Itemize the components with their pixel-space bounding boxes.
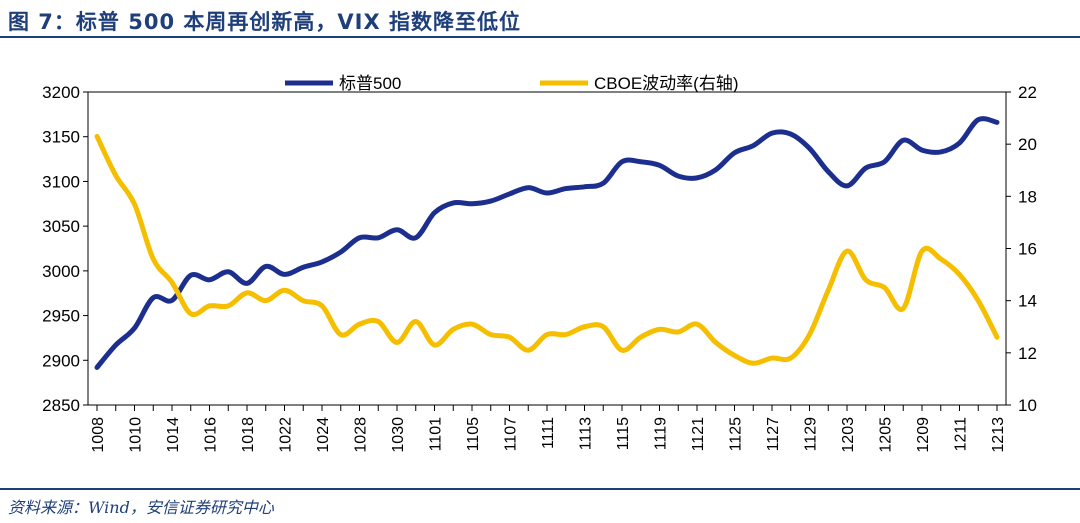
right-tick-label: 20 [1018, 135, 1037, 154]
x-tick-label: 1119 [653, 417, 670, 450]
figure-title: 图 7：标普 500 本周再创新高，VIX 指数降至低位 [8, 10, 521, 34]
plot-frame [87, 91, 1007, 406]
right-tick-label: 10 [1018, 396, 1037, 415]
x-tick-label: 1107 [503, 417, 520, 452]
x-tick-label: 1125 [728, 417, 745, 452]
left-tick-label: 2950 [42, 307, 80, 326]
right-tick-label: 16 [1018, 240, 1037, 259]
right-tick-label: 18 [1018, 187, 1037, 206]
title-divider [0, 36, 1080, 38]
x-tick-label: 1213 [990, 417, 1007, 453]
x-tick-label: 1028 [353, 417, 370, 453]
x-tick-label: 1209 [915, 417, 932, 453]
x-tick-label: 1030 [390, 417, 407, 453]
source-note: 资料来源：Wind，安信证券研究中心 [8, 498, 274, 517]
x-tick-label: 1105 [465, 417, 482, 452]
x-tick-label: 1211 [953, 417, 970, 452]
left-tick-label: 3100 [42, 172, 80, 191]
x-tick-label: 1205 [878, 417, 895, 453]
source-divider [0, 488, 1080, 490]
x-tick-label: 1008 [90, 417, 107, 453]
left-tick-label: 3050 [42, 217, 80, 236]
x-tick-label: 1115 [615, 417, 632, 450]
chart: 2850 2900 2950 3000 3050 3100 3150 3200 10 12 14 16… [42, 74, 1037, 453]
x-tick-label: 1127 [765, 417, 782, 452]
x-tick-label: 1129 [803, 417, 820, 452]
x-tick-label: 1010 [128, 417, 145, 453]
x-tick-label: 1024 [315, 417, 332, 453]
legend-label: CBOE波动率(右轴) [594, 74, 739, 93]
legend-label: 标普500 [339, 74, 401, 93]
x-tick-label: 1022 [278, 417, 295, 453]
x-tick-label: 1014 [165, 417, 182, 453]
vix-line [94, 133, 1000, 366]
x-tick-label: 1121 [690, 417, 707, 452]
x-tick-label: 1203 [840, 417, 857, 453]
sp500-line [94, 116, 1000, 370]
left-tick-label: 2850 [42, 396, 80, 415]
x-tick-label: 1018 [240, 417, 257, 453]
left-tick-label: 3000 [42, 262, 80, 281]
right-tick-label: 22 [1018, 83, 1037, 102]
x-tick-label: 1016 [203, 417, 220, 453]
left-tick-label: 2900 [42, 351, 80, 370]
left-tick-label: 3150 [42, 128, 80, 147]
right-tick-label: 12 [1018, 344, 1037, 363]
right-tick-label: 14 [1018, 292, 1037, 311]
left-tick-label: 3200 [42, 83, 80, 102]
x-tick-label: 1111 [540, 417, 557, 449]
x-tick-label: 1113 [578, 417, 595, 450]
x-tick-label: 1101 [428, 417, 445, 452]
